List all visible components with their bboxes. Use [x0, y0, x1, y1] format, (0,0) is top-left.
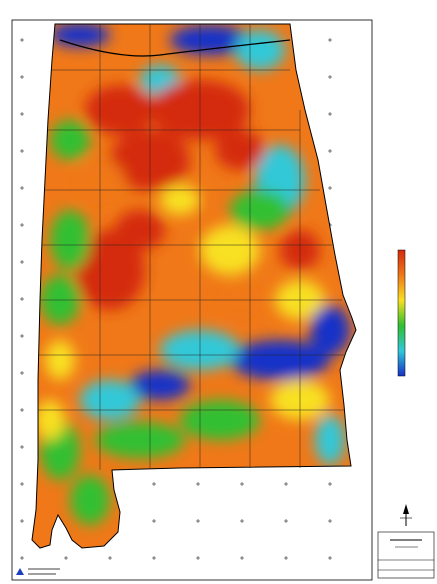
grid-cross — [284, 482, 288, 486]
raster-blob — [50, 24, 110, 47]
grid-cross — [20, 186, 24, 190]
raster-blob — [75, 230, 145, 310]
raster-blob — [130, 370, 190, 400]
north-arrow — [400, 504, 412, 526]
grid-cross — [20, 556, 24, 560]
raster-blob — [95, 422, 185, 458]
grid-cross — [108, 556, 112, 560]
grid-cross — [20, 223, 24, 227]
legend-colorbar — [397, 249, 406, 377]
grid-cross — [328, 38, 332, 42]
raster-blob — [310, 305, 350, 355]
grid-cross — [284, 556, 288, 560]
grid-cross — [64, 556, 68, 560]
grid-cross — [328, 149, 332, 153]
grid-cross — [328, 482, 332, 486]
raster-blob — [180, 400, 260, 440]
raster-blob — [80, 380, 140, 420]
raster-blob — [315, 415, 345, 465]
raster-blob — [70, 475, 110, 525]
grid-cross — [20, 482, 24, 486]
raster-blob — [45, 340, 75, 380]
map-frame — [11, 19, 373, 581]
grid-cross — [20, 112, 24, 116]
raster-blob — [85, 85, 155, 135]
grid-cross — [196, 482, 200, 486]
grid-cross — [20, 38, 24, 42]
grid-cross — [20, 371, 24, 375]
grid-cross — [20, 408, 24, 412]
grid-cross — [20, 445, 24, 449]
raster-blob — [230, 190, 290, 230]
grid-cross — [20, 334, 24, 338]
county-lines — [38, 24, 345, 470]
title-block — [377, 531, 435, 579]
grid-cross — [328, 75, 332, 79]
grid-cross — [196, 556, 200, 560]
credit-block — [16, 568, 60, 575]
raster-blob — [160, 185, 200, 215]
grid-cross — [328, 186, 332, 190]
grid-cross — [240, 556, 244, 560]
grid-cross — [328, 556, 332, 560]
raster-blob — [50, 120, 90, 160]
raster-blob — [230, 340, 330, 380]
raster — [32, 24, 356, 548]
grid-cross — [20, 75, 24, 79]
raster-blob — [170, 25, 250, 55]
grid-cross — [328, 112, 332, 116]
grid-cross — [152, 519, 156, 523]
grid-cross — [284, 519, 288, 523]
grid-cross — [20, 519, 24, 523]
raster-blob — [200, 225, 260, 275]
grid-cross — [152, 482, 156, 486]
grid-cross — [152, 556, 156, 560]
grid-cross — [240, 482, 244, 486]
raster-blob — [50, 210, 90, 270]
grid-cross — [196, 519, 200, 523]
raster-blob — [235, 30, 285, 70]
raster-blob — [35, 400, 65, 440]
grid-cross — [20, 260, 24, 264]
grid-cross — [240, 519, 244, 523]
grid-cross — [20, 149, 24, 153]
grid-cross — [20, 297, 24, 301]
raster-blob — [115, 210, 165, 250]
grid-cross — [328, 519, 332, 523]
raster-blob — [215, 130, 265, 170]
